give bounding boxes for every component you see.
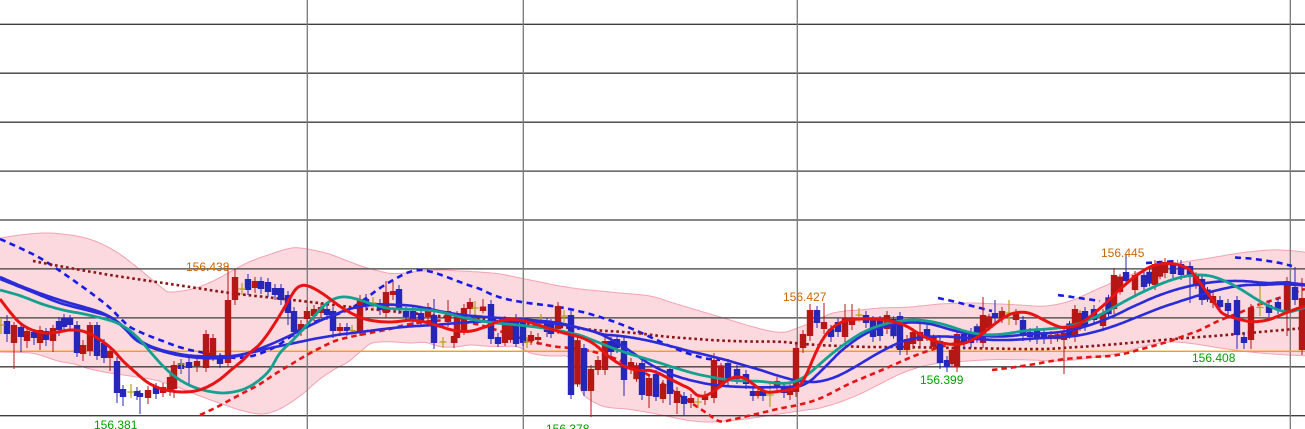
svg-text:156.399: 156.399 (920, 373, 964, 387)
svg-text:156.381: 156.381 (94, 418, 138, 429)
svg-text:156.378: 156.378 (546, 422, 590, 429)
svg-text:156.408: 156.408 (1192, 351, 1236, 365)
svg-text:156.438: 156.438 (186, 260, 230, 274)
svg-text:156.427: 156.427 (783, 290, 827, 304)
svg-text:156.445: 156.445 (1101, 246, 1145, 260)
